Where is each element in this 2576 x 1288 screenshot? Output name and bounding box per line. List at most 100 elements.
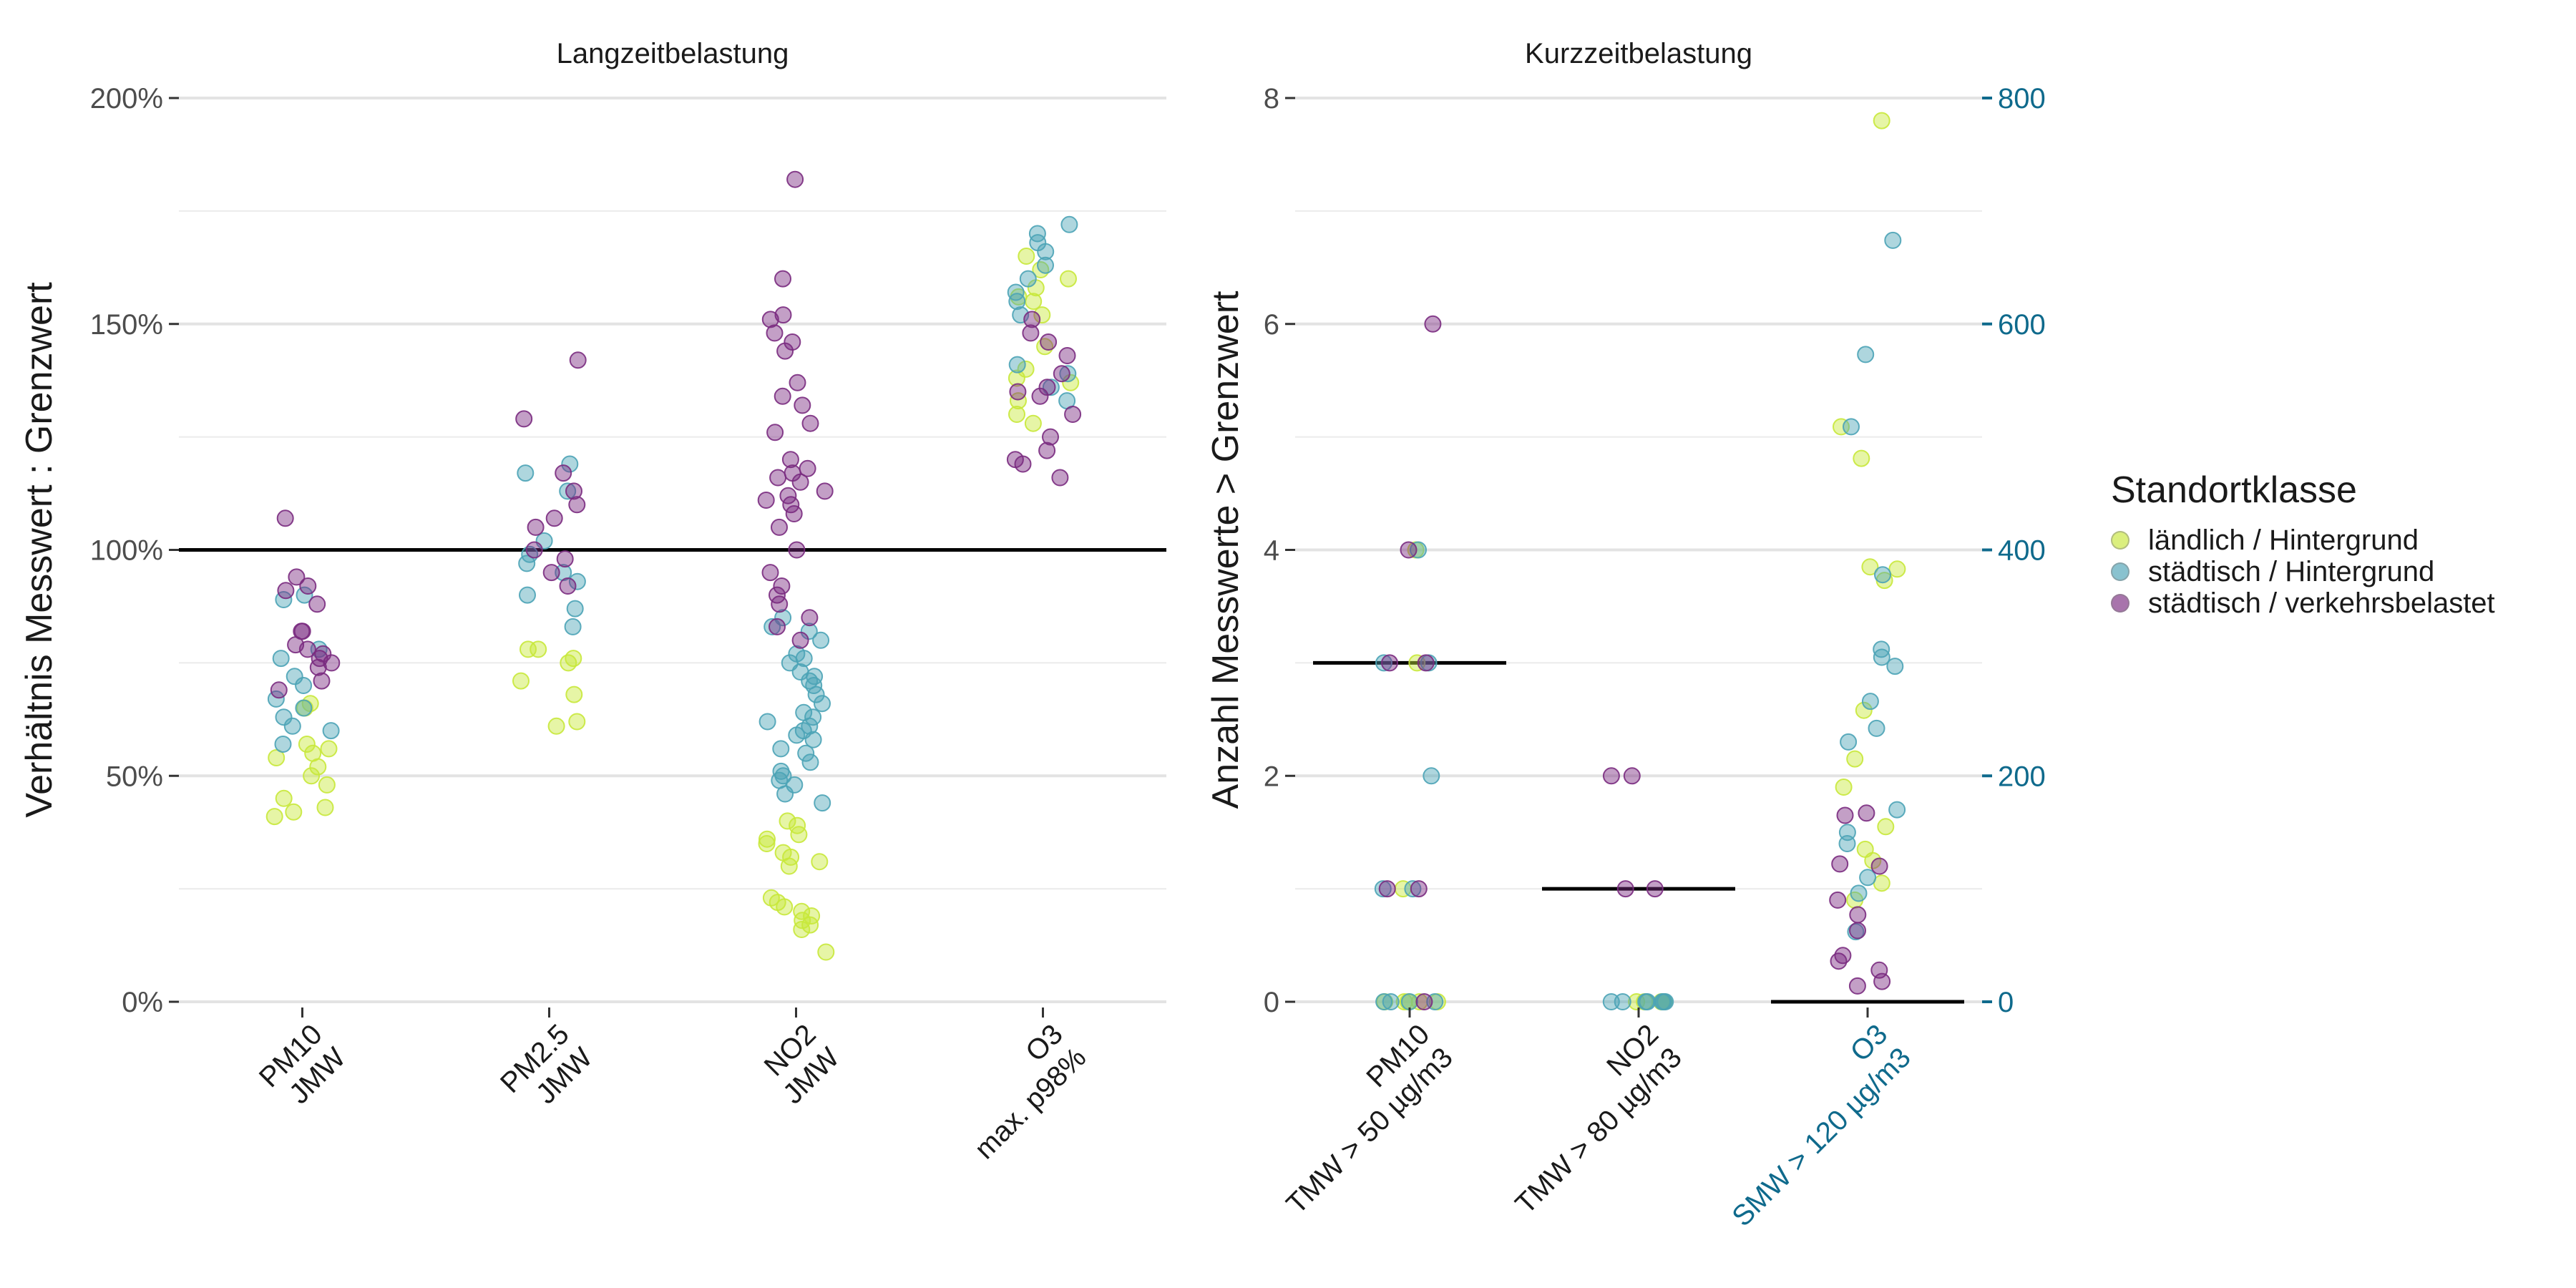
x-tick-label-line: TMW > 80 µg/m3	[1510, 1042, 1688, 1220]
data-point	[565, 482, 582, 500]
data-point	[1375, 654, 1392, 672]
data-point	[795, 703, 813, 721]
data-point	[272, 650, 290, 668]
data-point	[1038, 379, 1056, 396]
data-point	[566, 600, 584, 618]
data-point	[295, 699, 313, 717]
data-point	[811, 853, 829, 871]
data-point	[304, 744, 322, 762]
data-point	[1616, 880, 1634, 898]
data-point	[772, 762, 790, 780]
data-point	[1861, 558, 1879, 576]
data-point	[801, 753, 819, 771]
data-point	[1884, 231, 1902, 249]
data-point	[1029, 234, 1047, 252]
data-point	[1639, 993, 1657, 1010]
data-point	[1877, 818, 1895, 836]
data-point	[1382, 993, 1400, 1010]
data-point	[1874, 566, 1891, 584]
data-point	[1060, 215, 1078, 233]
data-point	[758, 713, 776, 731]
data-point	[1858, 804, 1875, 822]
data-point	[812, 631, 830, 649]
data-point	[793, 921, 811, 938]
data-point	[817, 943, 835, 961]
data-point	[1888, 560, 1906, 578]
data-point	[1857, 346, 1875, 364]
data-point	[275, 708, 293, 726]
data-point	[318, 776, 336, 794]
legend: Standortklasse ländlich / Hintergrund st…	[2111, 469, 2495, 619]
data-point	[1400, 541, 1418, 559]
data-point	[769, 469, 787, 487]
x-tick-label-line: max. p98%	[969, 1042, 1093, 1166]
data-point	[1417, 654, 1435, 672]
data-point	[791, 631, 809, 649]
data-point	[1848, 977, 1866, 995]
data-point	[1831, 855, 1849, 873]
data-point	[313, 672, 331, 690]
data-point	[1424, 315, 1442, 333]
x-tick-label: NO2JMW	[753, 1018, 845, 1110]
data-point	[789, 816, 806, 834]
data-point	[286, 668, 303, 686]
data-point	[774, 844, 792, 862]
data-point	[1024, 414, 1042, 432]
data-point	[298, 736, 316, 753]
data-point	[766, 424, 784, 441]
data-point	[288, 568, 306, 586]
panel-langzeitbelastung: 0% 50% 100% 150% 200% PM10JMW PM2.5JMW NO2JMW O3…	[19, 38, 1166, 1165]
data-point	[1859, 869, 1877, 887]
data-point	[762, 889, 780, 907]
data-point	[1060, 270, 1077, 288]
data-point	[1840, 733, 1858, 751]
data-point	[564, 618, 582, 635]
data-point	[1408, 654, 1426, 672]
data-point	[761, 564, 779, 582]
data-point	[1018, 248, 1035, 265]
data-point	[799, 459, 816, 477]
data-point	[517, 464, 535, 482]
data-point	[786, 170, 804, 188]
data-point	[1042, 379, 1060, 396]
legend-label: ländlich / Hintergrund	[2148, 524, 2419, 556]
data-point	[814, 794, 831, 812]
x-tick-label-line: SMW > 120 µg/m3	[1726, 1042, 1917, 1233]
data-point	[1836, 806, 1854, 824]
x-tick-label: O3max. p98%	[945, 1018, 1092, 1165]
data-point	[794, 396, 811, 414]
data-point	[316, 799, 334, 816]
secondary-y-tick-label: 200	[1998, 761, 2046, 792]
data-point	[1028, 225, 1046, 243]
data-point	[283, 717, 301, 735]
data-point	[568, 496, 586, 514]
data-point	[561, 455, 579, 473]
data-point	[299, 577, 317, 595]
data-point	[1654, 993, 1672, 1010]
data-point	[788, 645, 806, 663]
data-point	[771, 518, 788, 536]
data-point	[803, 907, 821, 924]
data-point	[1008, 406, 1025, 423]
y-tick-label: 100%	[90, 535, 163, 567]
y-tick-label: 200%	[90, 83, 163, 114]
x-tick-label: NO2TMW > 80 µg/m3	[1486, 1018, 1688, 1220]
data-point	[1623, 767, 1641, 785]
data-point	[781, 451, 799, 469]
data-point	[794, 912, 811, 930]
y-tick-label: 4	[1264, 535, 1279, 567]
data-point	[1646, 880, 1664, 898]
data-point	[1400, 993, 1418, 1010]
data-point	[1381, 654, 1398, 672]
data-point	[1873, 112, 1890, 130]
data-point	[308, 595, 326, 613]
data-point	[275, 789, 293, 807]
x-tick-label: O3SMW > 120 µg/m3	[1703, 1018, 1917, 1232]
legend-swatch	[2111, 562, 2129, 581]
data-point	[556, 550, 574, 568]
data-point	[1853, 449, 1870, 467]
data-point	[274, 736, 292, 753]
data-point	[1415, 993, 1433, 1010]
data-point	[547, 717, 565, 735]
